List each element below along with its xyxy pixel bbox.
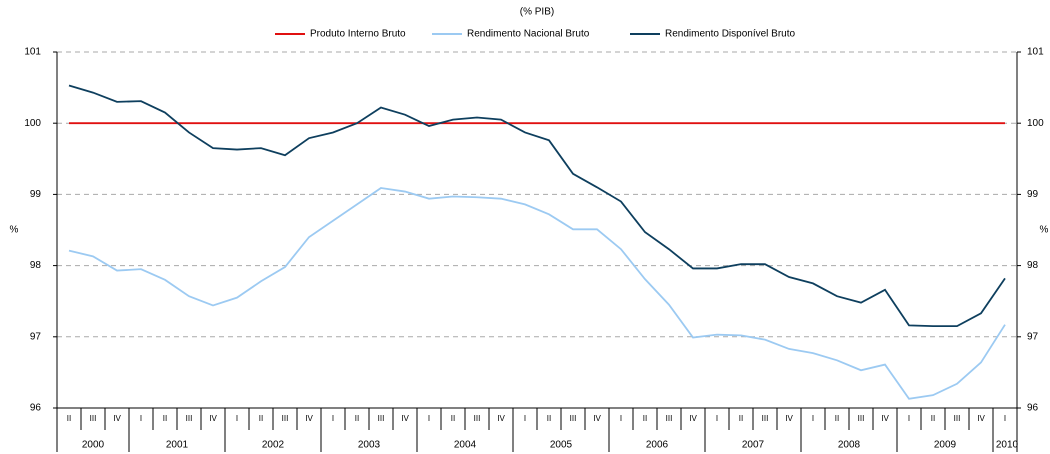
x-tick-label: II bbox=[259, 414, 263, 423]
x-tick-label: III bbox=[378, 414, 385, 423]
x-tick-label: II bbox=[739, 414, 743, 423]
chart-subtitle: (% PIB) bbox=[520, 7, 554, 18]
y-tick-label: 97 bbox=[30, 331, 42, 342]
x-tick-label: III bbox=[90, 414, 97, 423]
year-label: 2000 bbox=[82, 440, 105, 451]
x-tick-label: IV bbox=[113, 414, 121, 423]
x-tick-label: III bbox=[762, 414, 769, 423]
x-tick-label: I bbox=[812, 414, 814, 423]
x-tick-label: IV bbox=[593, 414, 601, 423]
x-tick-label: II bbox=[67, 414, 71, 423]
x-tick-label: IV bbox=[401, 414, 409, 423]
x-tick-label: II bbox=[835, 414, 839, 423]
x-tick-label: II bbox=[163, 414, 167, 423]
year-label: 2003 bbox=[358, 440, 381, 451]
x-tick-label: I bbox=[140, 414, 142, 423]
x-tick-label: I bbox=[428, 414, 430, 423]
y-tick-label: 99 bbox=[30, 189, 42, 200]
y-axis-label: % bbox=[10, 225, 19, 236]
year-label: 2009 bbox=[934, 440, 957, 451]
x-tick-label: III bbox=[666, 414, 673, 423]
year-label: 2002 bbox=[262, 440, 285, 451]
legend-label: Rendimento Disponível Bruto bbox=[665, 29, 796, 40]
x-tick-label: III bbox=[954, 414, 961, 423]
year-label: 2001 bbox=[166, 440, 189, 451]
x-tick-label: II bbox=[931, 414, 935, 423]
y2-tick-label: 97 bbox=[1027, 331, 1039, 342]
y-tick-label: 100 bbox=[24, 118, 41, 129]
y-tick-label: 96 bbox=[30, 403, 42, 414]
year-label: 2006 bbox=[646, 440, 669, 451]
year-label: 2005 bbox=[550, 440, 573, 451]
x-tick-label: I bbox=[236, 414, 238, 423]
x-tick-label: IV bbox=[497, 414, 505, 423]
x-tick-label: III bbox=[282, 414, 289, 423]
y2-tick-label: 98 bbox=[1027, 260, 1039, 271]
y2-axis-label: % bbox=[1040, 225, 1049, 236]
y-tick-label: 98 bbox=[30, 260, 42, 271]
x-tick-label: II bbox=[547, 414, 551, 423]
x-tick-label: IV bbox=[785, 414, 793, 423]
y2-tick-label: 96 bbox=[1027, 403, 1039, 414]
x-tick-label: IV bbox=[977, 414, 985, 423]
x-tick-label: I bbox=[908, 414, 910, 423]
x-tick-label: IV bbox=[209, 414, 217, 423]
x-tick-label: II bbox=[451, 414, 455, 423]
x-tick-label: IV bbox=[689, 414, 697, 423]
year-label: 2007 bbox=[742, 440, 765, 451]
x-tick-label: II bbox=[355, 414, 359, 423]
x-tick-label: I bbox=[524, 414, 526, 423]
x-tick-label: III bbox=[186, 414, 193, 423]
y2-tick-label: 101 bbox=[1027, 47, 1044, 58]
x-tick-label: III bbox=[474, 414, 481, 423]
year-label: 2004 bbox=[454, 440, 477, 451]
x-tick-label: I bbox=[620, 414, 622, 423]
year-label: 2008 bbox=[838, 440, 861, 451]
x-tick-label: I bbox=[716, 414, 718, 423]
legend-label: Produto Interno Bruto bbox=[310, 29, 406, 40]
y2-tick-label: 100 bbox=[1027, 118, 1044, 129]
x-tick-label: III bbox=[858, 414, 865, 423]
series-line bbox=[68, 187, 1006, 400]
x-tick-label: II bbox=[643, 414, 647, 423]
x-tick-label: I bbox=[332, 414, 334, 423]
y2-tick-label: 99 bbox=[1027, 189, 1039, 200]
y-tick-label: 101 bbox=[24, 47, 41, 58]
x-tick-label: IV bbox=[881, 414, 889, 423]
x-tick-label: I bbox=[1004, 414, 1006, 423]
year-label: 2010 bbox=[996, 440, 1019, 451]
legend-label: Rendimento Nacional Bruto bbox=[467, 29, 590, 40]
x-tick-label: IV bbox=[305, 414, 313, 423]
series-line bbox=[68, 84, 1006, 328]
x-tick-label: III bbox=[570, 414, 577, 423]
